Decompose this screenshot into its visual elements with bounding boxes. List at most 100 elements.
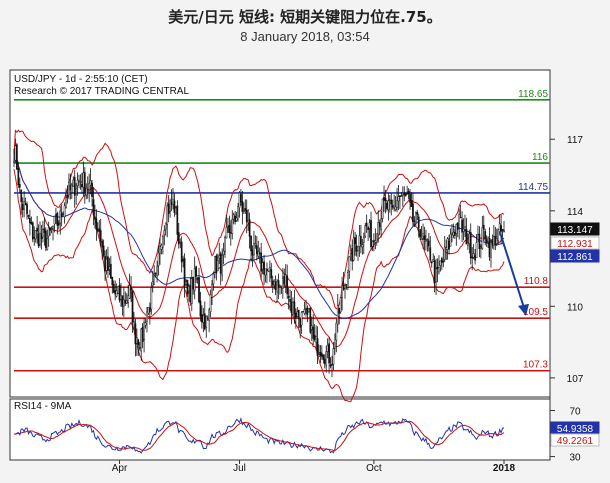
candle-body <box>98 228 101 233</box>
candle-body <box>449 234 452 247</box>
candle-body <box>403 193 406 195</box>
level-label-2: 114.75 <box>518 182 548 193</box>
candle-body <box>52 226 54 229</box>
candle-body <box>482 224 485 230</box>
candle-body <box>21 204 24 210</box>
candle-body <box>143 322 145 340</box>
candle-body <box>124 300 127 304</box>
candle-body <box>237 206 239 217</box>
candle-body <box>426 238 429 241</box>
candle-body <box>245 209 248 222</box>
candle-body <box>365 222 368 227</box>
candle-body <box>120 295 122 300</box>
candle-body <box>399 195 401 198</box>
x-tick-label: 2018 <box>493 463 516 474</box>
candle-body <box>292 302 294 315</box>
candle-body <box>420 237 423 241</box>
ma-short <box>13 153 505 348</box>
candle-body <box>175 207 177 215</box>
candle-body <box>24 203 27 206</box>
candle-body <box>432 259 435 262</box>
candle-body <box>186 279 189 295</box>
candle-body <box>412 203 414 222</box>
candle-body <box>442 260 445 263</box>
candle-body <box>180 241 183 263</box>
candle-body <box>300 312 303 326</box>
candle-body <box>56 213 59 226</box>
candle-body <box>459 216 462 219</box>
candle-body <box>229 232 232 234</box>
candle-body <box>440 258 443 263</box>
candle-body <box>326 344 329 352</box>
candle-body <box>474 255 476 261</box>
candle-body <box>309 307 312 333</box>
candle-body <box>88 183 91 191</box>
candle-body <box>339 297 342 313</box>
candle-body <box>433 260 436 283</box>
candle-body <box>318 354 320 358</box>
rsi-line <box>13 417 505 454</box>
candle-body <box>462 228 465 232</box>
candle-body <box>183 258 186 287</box>
rsi-tick-label: 30 <box>569 453 581 464</box>
candle-body <box>336 304 339 325</box>
rsi-panel-label: RSI14 - 9MA <box>14 401 72 412</box>
candle-body <box>274 281 277 290</box>
candle-body <box>500 225 502 232</box>
candle-body <box>68 182 70 195</box>
level-lines: 118.65 116 114.75 110.8 109.5 107.3 <box>14 89 550 372</box>
candle-body <box>91 182 93 198</box>
x-tick-label: Oct <box>366 463 382 474</box>
candle-body <box>268 267 271 272</box>
candle-body <box>131 290 134 323</box>
candle-body <box>121 295 124 307</box>
candle-body <box>289 299 291 302</box>
candle-body <box>192 277 195 290</box>
candle-body <box>18 183 21 188</box>
price-tag-bg-0 <box>550 222 600 236</box>
candle-body <box>198 277 200 303</box>
candle-body <box>253 243 255 256</box>
candle-body <box>242 210 245 212</box>
candle-body <box>290 301 293 313</box>
candle-body <box>76 179 79 186</box>
candle-body <box>267 268 270 272</box>
candle-body <box>177 231 180 245</box>
candle-body <box>454 231 456 236</box>
candle-body <box>287 296 290 298</box>
candle-body <box>42 229 44 238</box>
candle-body <box>384 197 387 201</box>
candle-body <box>347 272 349 288</box>
candle-body <box>357 246 359 251</box>
candle-body <box>73 177 76 196</box>
bollinger-upper <box>13 129 505 310</box>
candle-body <box>341 285 343 298</box>
candle-body <box>108 266 111 270</box>
candle-body <box>60 212 63 218</box>
candle-body <box>404 193 407 197</box>
candle-body <box>305 308 307 310</box>
candle-body <box>329 364 332 367</box>
candle-body <box>151 281 154 287</box>
candle-body <box>435 268 437 283</box>
candle-body <box>111 276 114 286</box>
candle-body <box>423 235 426 241</box>
ma-long <box>13 153 505 319</box>
candle-body <box>29 217 31 224</box>
candle-body <box>258 252 261 255</box>
candle-body <box>202 315 205 323</box>
candle-body <box>323 358 326 364</box>
candle-body <box>251 249 254 256</box>
candle-body <box>427 240 430 247</box>
candle-body <box>338 307 341 314</box>
candle-body <box>196 278 199 280</box>
candle-body <box>50 227 53 230</box>
candle-body <box>280 285 283 288</box>
candle-body <box>62 214 64 216</box>
candle-body <box>224 236 226 252</box>
candle-body <box>255 245 258 255</box>
candle-body <box>439 260 442 266</box>
candle-body <box>44 230 47 248</box>
candle-body <box>216 260 219 272</box>
